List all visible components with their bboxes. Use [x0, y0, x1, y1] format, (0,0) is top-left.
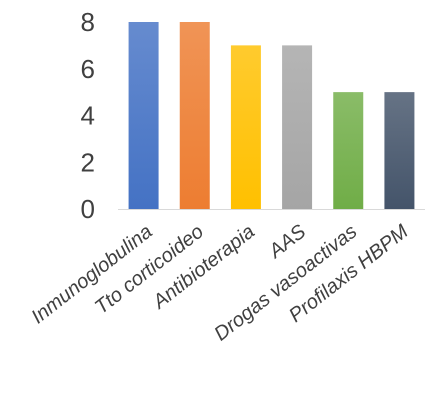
y-tick-label: 2: [81, 147, 95, 177]
bar-drogas-vasoactivas: [333, 92, 364, 209]
y-axis: 0 2 4 6 8: [81, 7, 95, 224]
y-tick-label: 0: [81, 194, 95, 224]
bar-tto-corticoideo: [179, 22, 210, 209]
bar-inmunoglobulina: [128, 22, 159, 209]
bar-aas: [282, 45, 313, 209]
y-tick-label: 4: [81, 101, 95, 131]
bar-antibioterapia: [230, 45, 261, 209]
bar-profilaxis-hbpm: [384, 92, 415, 209]
y-tick-label: 6: [81, 54, 95, 84]
bars: [128, 22, 415, 209]
y-tick-label: 8: [81, 7, 95, 37]
